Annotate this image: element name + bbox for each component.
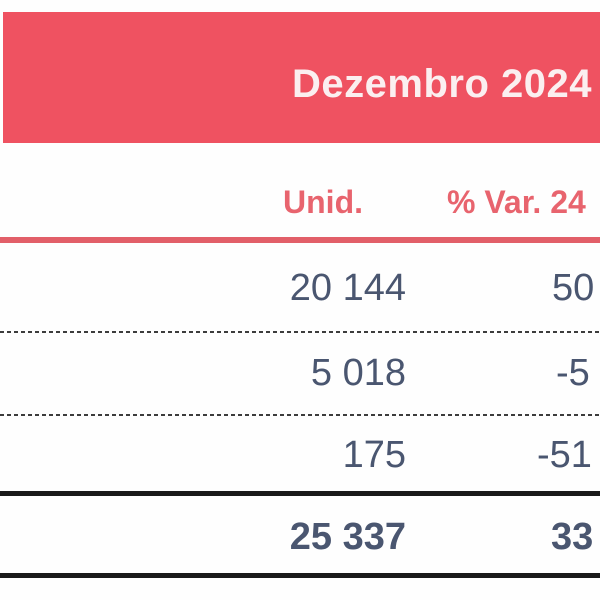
unid-value: 175 xyxy=(342,434,406,476)
var-value: -5 xyxy=(556,352,590,394)
row-separator-1 xyxy=(0,331,600,333)
row-separator-2 xyxy=(0,414,600,416)
total-var-value: 33 xyxy=(551,516,594,558)
table-row-1: 20 144 50 xyxy=(0,264,600,312)
column-header-row: Unid. % Var. 24 xyxy=(0,178,600,226)
period-title: Dezembro 2024 xyxy=(292,61,592,106)
unid-value: 20 144 xyxy=(289,267,406,309)
total-unid-value: 25 337 xyxy=(289,516,406,558)
column-header-unid: Unid. xyxy=(283,184,363,220)
var-value: -51 xyxy=(537,434,592,476)
period-banner: Dezembro 2024 xyxy=(3,12,600,143)
total-separator-top xyxy=(0,491,600,496)
bottom-rule xyxy=(0,573,600,578)
header-rule xyxy=(0,237,600,243)
column-header-var: % Var. 24 xyxy=(447,184,586,220)
table-row-3: 175 -51 xyxy=(0,431,600,479)
var-value: 50 xyxy=(552,267,595,309)
table-row-2: 5 018 -5 xyxy=(0,349,600,397)
total-row: 25 337 33 xyxy=(0,513,600,561)
unid-value: 5 018 xyxy=(310,352,406,394)
